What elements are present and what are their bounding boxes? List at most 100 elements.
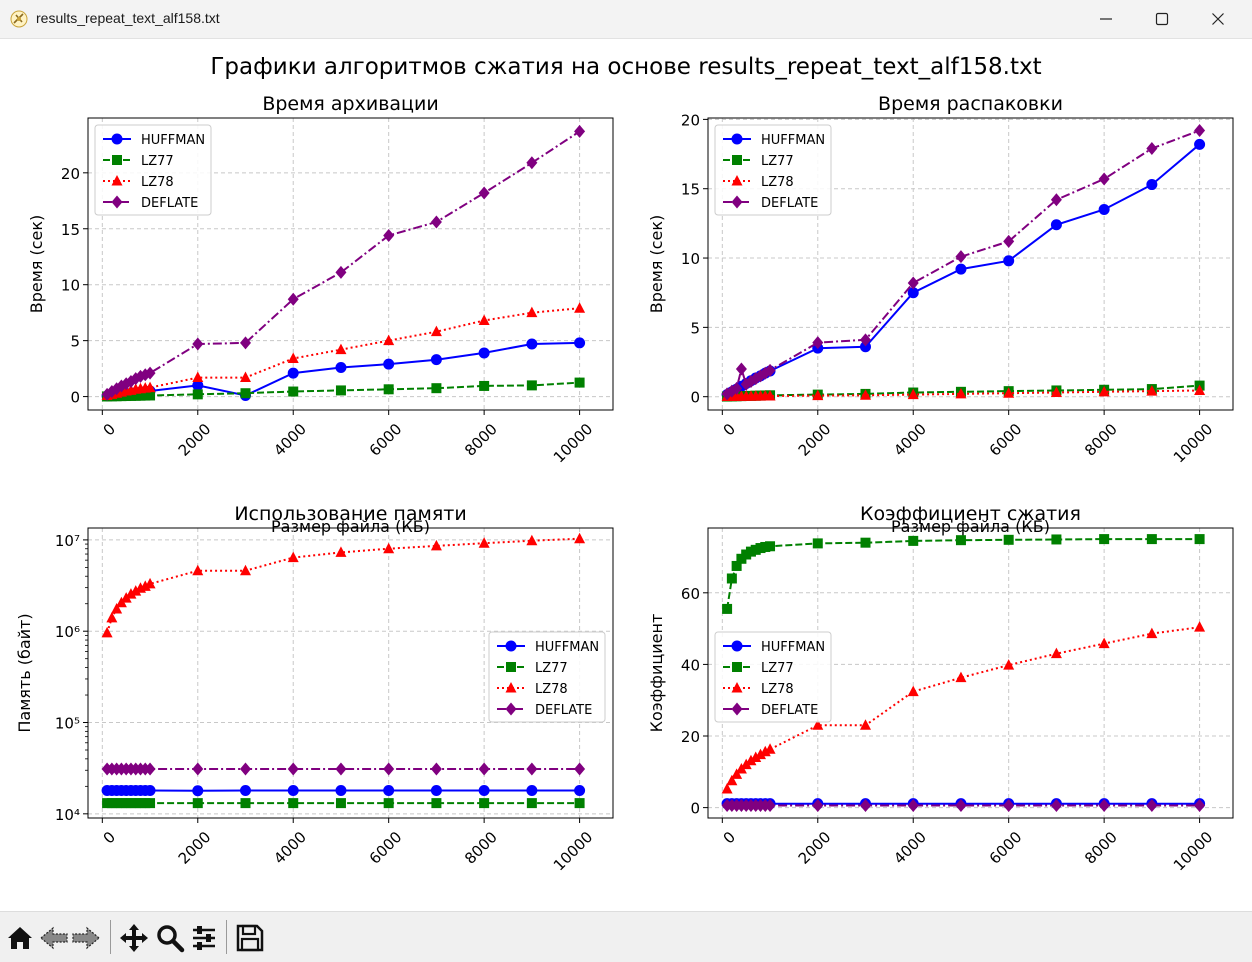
data-point-huffman xyxy=(1194,139,1205,150)
forward-icon xyxy=(70,922,102,954)
data-point-lz77 xyxy=(1195,534,1205,544)
data-point-deflate xyxy=(192,762,203,775)
legend-marker-huffman xyxy=(732,641,743,652)
close-button[interactable] xyxy=(1190,0,1246,38)
legend-marker-huffman xyxy=(112,134,123,145)
forward-button[interactable] xyxy=(70,922,102,954)
data-point-lz78 xyxy=(526,307,537,318)
data-point-deflate xyxy=(526,156,537,169)
configure-subplots-button[interactable] xyxy=(188,922,220,954)
data-point-huffman xyxy=(574,785,585,796)
series-line-lz77 xyxy=(727,539,1200,609)
legend-entry-label: HUFFMAN xyxy=(761,133,825,148)
y-axis-label: Время (сек) xyxy=(27,215,46,314)
home-button[interactable] xyxy=(4,922,36,954)
y-tick-label: 20 xyxy=(681,111,700,129)
y-axis-label: Коэффициент xyxy=(647,614,666,733)
data-point-deflate xyxy=(479,762,490,775)
back-button[interactable] xyxy=(38,922,70,954)
minimize-button[interactable] xyxy=(1078,0,1134,38)
x-tick-label: 10000 xyxy=(1170,828,1216,874)
figure-svg: Графики алгоритмов сжатия на основе resu… xyxy=(0,38,1252,911)
legend-marker-huffman xyxy=(732,134,743,145)
x-tick-label: 2000 xyxy=(175,828,215,868)
data-point-deflate xyxy=(479,186,490,199)
window-title: results_repeat_text_alf158.txt xyxy=(36,10,220,26)
legend-entry-label: LZ77 xyxy=(761,154,794,169)
data-point-huffman xyxy=(145,785,156,796)
navigation-toolbar xyxy=(0,911,1252,962)
data-point-huffman xyxy=(431,785,442,796)
data-point-lz77 xyxy=(527,798,537,808)
data-point-lz77 xyxy=(1147,534,1157,544)
data-point-lz77 xyxy=(1099,534,1109,544)
y-tick-label: 0 xyxy=(70,389,80,407)
data-point-lz78 xyxy=(383,335,394,346)
legend-entry-label: LZ77 xyxy=(141,154,174,169)
data-point-deflate xyxy=(192,337,203,350)
legend-marker-huffman xyxy=(506,641,517,652)
x-tick-label: 8000 xyxy=(1081,828,1121,868)
y-tick-label: 10⁴ xyxy=(55,806,80,824)
x-tick-label: 0 xyxy=(100,828,119,847)
y-tick-label: 15 xyxy=(61,221,80,239)
data-point-lz77 xyxy=(193,798,203,808)
data-point-huffman xyxy=(288,368,299,379)
back-icon xyxy=(38,922,70,954)
data-point-lz78 xyxy=(288,552,299,563)
subplot-title: Коэффициент сжатия xyxy=(860,503,1081,525)
legend-entry-label: DEFLATE xyxy=(141,196,198,211)
data-point-huffman xyxy=(383,785,394,796)
data-point-deflate xyxy=(1194,124,1205,137)
data-point-lz77 xyxy=(727,573,737,583)
x-tick-label: 0 xyxy=(720,420,739,439)
legend-entry-label: HUFFMAN xyxy=(761,640,825,655)
data-point-lz77 xyxy=(813,538,823,548)
x-tick-label: 6000 xyxy=(986,828,1026,868)
save-button[interactable] xyxy=(234,922,266,954)
data-point-lz78 xyxy=(1194,621,1205,632)
data-point-lz77 xyxy=(241,388,251,398)
data-point-lz78 xyxy=(383,543,394,554)
x-tick-label: 10000 xyxy=(550,420,596,466)
legend-entry-label: DEFLATE xyxy=(761,196,818,211)
data-point-deflate xyxy=(736,362,747,375)
zoom-button[interactable] xyxy=(154,922,186,954)
python-app-icon xyxy=(10,10,28,28)
figure-canvas[interactable]: Графики алгоритмов сжатия на основе resu… xyxy=(0,38,1252,911)
x-tick-label: 4000 xyxy=(890,828,930,868)
window-titlebar[interactable]: results_repeat_text_alf158.txt xyxy=(0,0,1252,39)
legend-entry-label: DEFLATE xyxy=(535,703,592,718)
x-tick-label: 2000 xyxy=(175,420,215,460)
data-point-lz77 xyxy=(722,604,732,614)
maximize-button[interactable] xyxy=(1134,0,1190,38)
data-point-lz77 xyxy=(527,380,537,390)
data-point-deflate xyxy=(1099,173,1110,186)
data-point-huffman xyxy=(574,337,585,348)
data-point-lz78 xyxy=(1146,628,1157,639)
toolbar-separator xyxy=(226,920,227,954)
data-point-deflate xyxy=(431,216,442,229)
data-point-huffman xyxy=(383,359,394,370)
x-tick-label: 10000 xyxy=(1170,420,1216,466)
y-tick-label: 10 xyxy=(681,250,700,268)
data-point-lz78 xyxy=(574,302,585,313)
subplot-title: Использование памяти xyxy=(234,503,466,525)
data-point-huffman xyxy=(240,785,251,796)
y-tick-label: 15 xyxy=(681,181,700,199)
data-point-huffman xyxy=(192,785,203,796)
data-point-huffman xyxy=(335,362,346,373)
data-point-lz77 xyxy=(431,383,441,393)
pan-button[interactable] xyxy=(118,922,150,954)
data-point-deflate xyxy=(335,266,346,279)
legend-marker-lz77 xyxy=(506,662,516,672)
y-tick-label: 5 xyxy=(690,319,700,337)
data-point-deflate xyxy=(526,762,537,775)
y-tick-label: 0 xyxy=(690,389,700,407)
data-point-huffman xyxy=(479,785,490,796)
save-icon xyxy=(234,922,266,954)
